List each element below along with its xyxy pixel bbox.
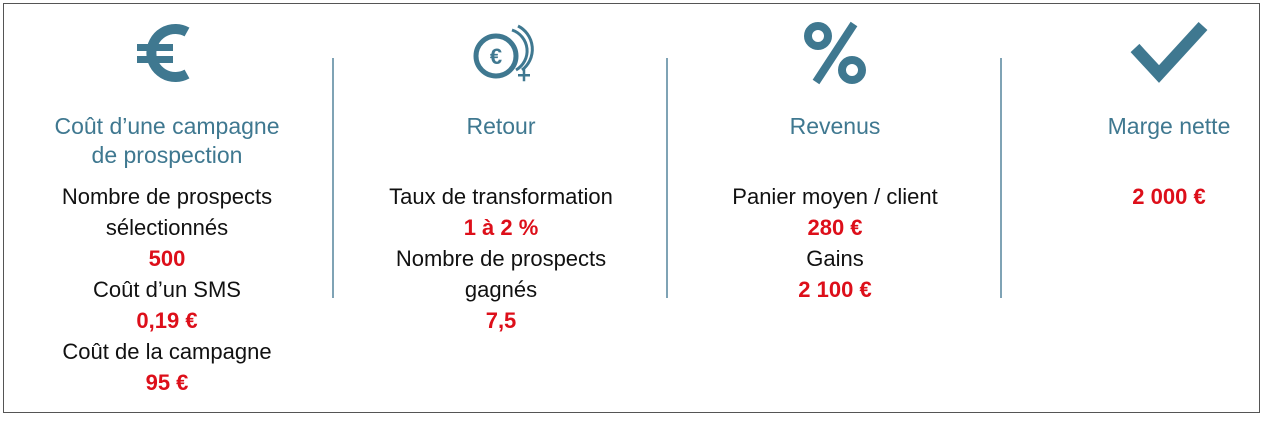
column-revenue: Revenus Panier moyen / client 280 € Gain… bbox=[668, 4, 1002, 412]
column-net-margin: Marge nette 2 000 € bbox=[1002, 4, 1267, 412]
metric-value: 2 100 € bbox=[798, 277, 872, 302]
column-details: 2 000 € bbox=[1002, 181, 1267, 212]
column-divider bbox=[1000, 58, 1002, 298]
metric-value: 1 à 2 % bbox=[463, 215, 539, 240]
column-campaign-cost: Coût d’une campagne de prospection Nombr… bbox=[0, 4, 334, 412]
metric-value: 500 bbox=[148, 246, 186, 271]
column-details: Panier moyen / client 280 € Gains 2 100 … bbox=[668, 181, 1002, 305]
checkmark-icon bbox=[1002, 20, 1267, 100]
metric-label: Nombre de prospects bbox=[395, 246, 607, 271]
metric-value: 0,19 € bbox=[136, 308, 198, 333]
column-details: Taux de transformation 1 à 2 % Nombre de… bbox=[334, 181, 668, 336]
column-divider bbox=[332, 58, 334, 298]
column-heading: Retour bbox=[466, 113, 536, 139]
metric-value: 95 € bbox=[145, 370, 189, 395]
metric-label: Nombre de prospects bbox=[61, 184, 273, 209]
column-heading: Marge nette bbox=[1107, 113, 1231, 139]
metric-label: Coût d’un SMS bbox=[93, 277, 241, 302]
metric-value: 7,5 bbox=[485, 308, 517, 333]
column-heading: Revenus bbox=[789, 113, 881, 139]
metric-value: 280 € bbox=[807, 215, 863, 240]
metric-label: sélectionnés bbox=[105, 215, 229, 240]
svg-text:€: € bbox=[490, 44, 502, 69]
column-details: Nombre de prospects sélectionnés 500 Coû… bbox=[0, 181, 334, 398]
euro-icon bbox=[0, 20, 334, 100]
summary-panel: Coût d’une campagne de prospection Nombr… bbox=[3, 3, 1260, 413]
metric-label: gagnés bbox=[464, 277, 538, 302]
metric-value: 2 000 € bbox=[1132, 184, 1206, 209]
column-heading: Coût d’une campagne de prospection bbox=[54, 113, 280, 168]
metric-label: Panier moyen / client bbox=[732, 184, 938, 209]
column-divider bbox=[666, 58, 668, 298]
coin-plus-icon: € bbox=[334, 20, 668, 100]
column-return: € Retour Taux de transformation 1 à 2 % … bbox=[334, 4, 668, 412]
metric-label: Gains bbox=[806, 246, 864, 271]
metric-label: Coût de la campagne bbox=[62, 339, 272, 364]
metric-label: Taux de transformation bbox=[389, 184, 613, 209]
percent-icon bbox=[668, 20, 1002, 100]
